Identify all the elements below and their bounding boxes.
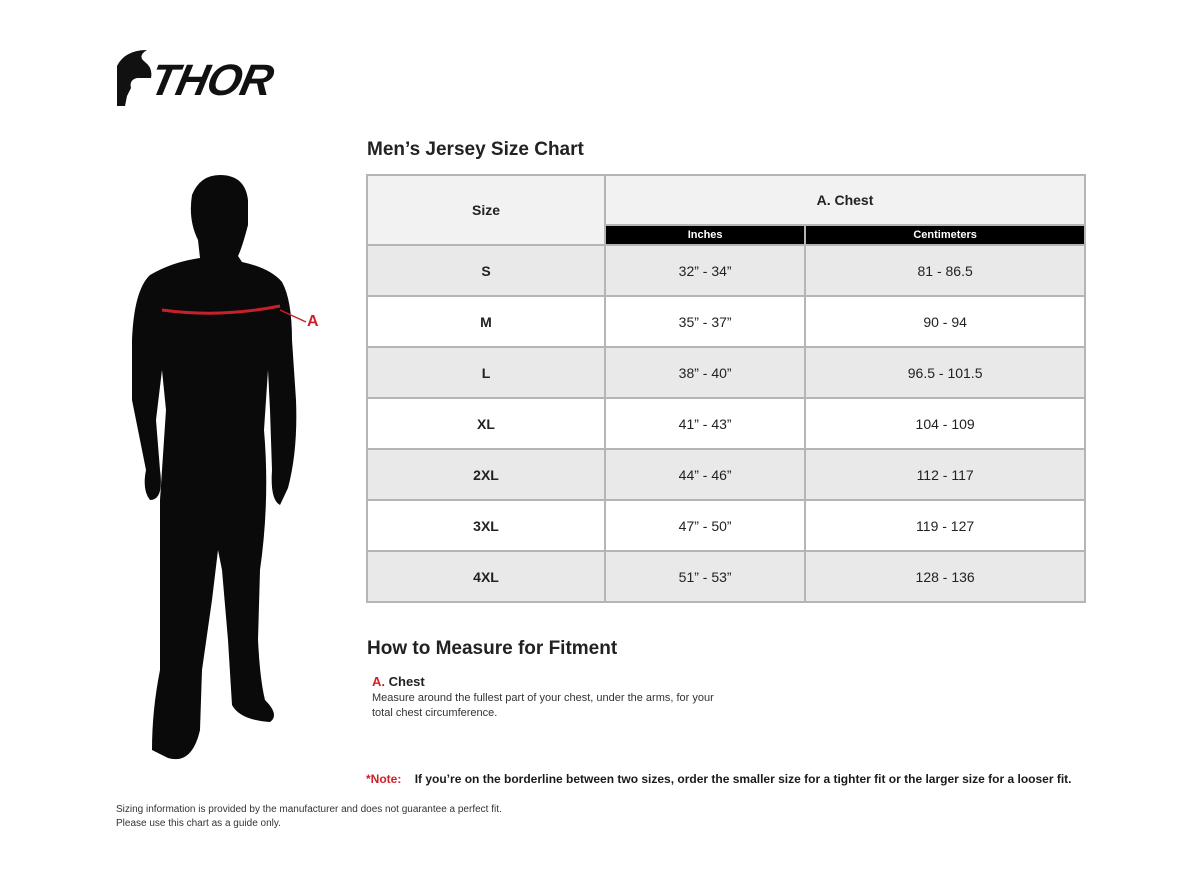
- inches-cell: 38” - 40”: [603, 346, 807, 399]
- size-cell: 2XL: [366, 448, 606, 501]
- cm-cell: 104 - 109: [804, 397, 1086, 450]
- header-chest: A. Chest: [604, 174, 1086, 226]
- cm-cell: 112 - 117: [804, 448, 1086, 501]
- table-row: 2XL 44” - 46” 112 - 117: [366, 448, 1086, 501]
- table-row: 3XL 47” - 50” 119 - 127: [366, 499, 1086, 552]
- note-label: *Note:: [366, 772, 402, 786]
- table-row: M 35” - 37” 90 - 94: [366, 295, 1086, 348]
- disclaimer-line-2: Please use this chart as a guide only.: [116, 818, 281, 829]
- measure-marker-a: A: [307, 313, 319, 330]
- cm-cell: 119 - 127: [804, 499, 1086, 552]
- header-size: Size: [366, 174, 606, 246]
- inches-cell: 51” - 53”: [603, 550, 807, 603]
- inches-cell: 47” - 50”: [603, 499, 807, 552]
- inches-cell: 32” - 34”: [603, 244, 807, 297]
- note-text: If you’re on the borderline between two …: [414, 772, 1072, 786]
- header-inches: Inches: [603, 225, 807, 246]
- inches-cell: 41” - 43”: [603, 397, 807, 450]
- chest-heading: A. Chest: [372, 674, 425, 689]
- table-row: L 38” - 40” 96.5 - 101.5: [366, 346, 1086, 399]
- size-table: Size A. Chest Inches Centimeters S 32” - …: [366, 174, 1086, 603]
- note: *Note: If you’re on the borderline betwe…: [366, 772, 1072, 786]
- size-cell: S: [366, 244, 606, 297]
- size-cell: L: [366, 346, 606, 399]
- howto-title: How to Measure for Fitment: [367, 638, 618, 659]
- table-row: S 32” - 34” 81 - 86.5: [366, 244, 1086, 297]
- disclaimer-line-1: Sizing information is provided by the ma…: [116, 804, 502, 815]
- chest-description: Measure around the fullest part of your …: [372, 692, 714, 719]
- chest-label: Chest: [388, 674, 425, 689]
- table-row: 4XL 51” - 53” 128 - 136: [366, 550, 1086, 603]
- cm-cell: 81 - 86.5: [804, 244, 1086, 297]
- logo-text: THOR: [145, 56, 277, 105]
- size-cell: 3XL: [366, 499, 606, 552]
- header-centimeters: Centimeters: [804, 225, 1086, 246]
- helmet-logo-icon: [117, 50, 152, 106]
- size-cell: M: [366, 295, 606, 348]
- page-title: Men’s Jersey Size Chart: [367, 139, 584, 160]
- thor-logo: THOR: [115, 48, 290, 108]
- size-cell: 4XL: [366, 550, 606, 603]
- inches-cell: 35” - 37”: [603, 295, 807, 348]
- cm-cell: 96.5 - 101.5: [804, 346, 1086, 399]
- table-row: XL 41” - 43” 104 - 109: [366, 397, 1086, 450]
- inches-cell: 44” - 46”: [603, 448, 807, 501]
- chest-letter: A.: [372, 674, 385, 689]
- body-silhouette: [132, 175, 307, 760]
- disclaimer: Sizing information is provided by the ma…: [116, 803, 502, 831]
- cm-cell: 90 - 94: [804, 295, 1086, 348]
- cm-cell: 128 - 136: [804, 550, 1086, 603]
- size-cell: XL: [366, 397, 606, 450]
